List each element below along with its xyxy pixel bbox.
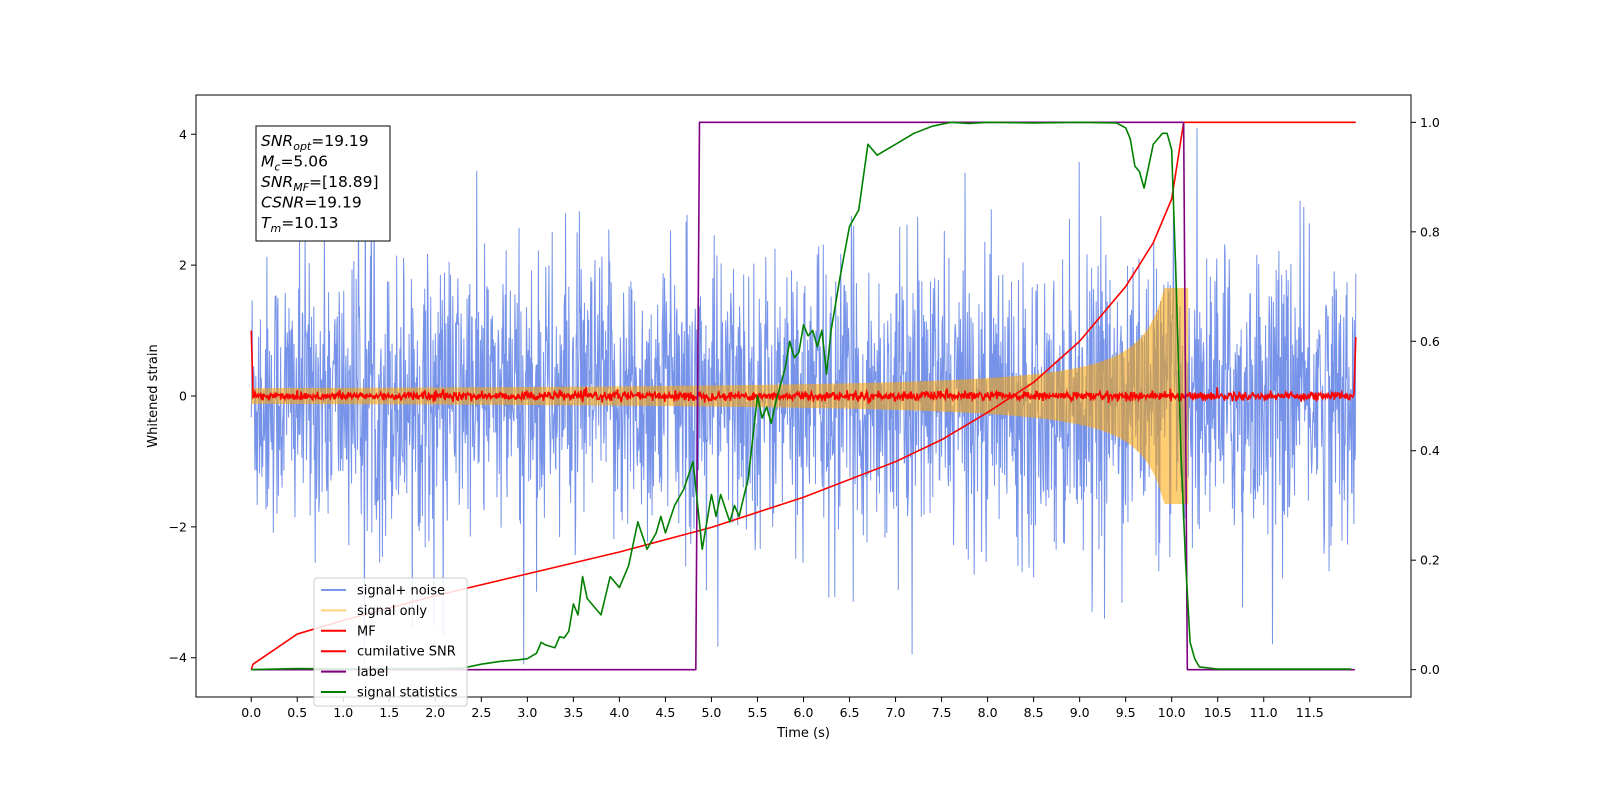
y-right-tick-label: 0.0: [1420, 662, 1440, 677]
x-tick-label: 8.5: [1024, 705, 1044, 720]
x-axis: 0.0 0.5 1.0 1.5 2.0 2.5 3.0 3.5 4.0 4.5 5.0 5.5 6.0 6…: [241, 697, 1324, 720]
info-box-frame: [255, 125, 391, 242]
x-tick-label: 0.0: [241, 705, 261, 720]
x-tick-label: 2.0: [425, 705, 445, 720]
x-tick-label: 5.5: [748, 705, 768, 720]
x-tick-label: 8.0: [978, 705, 998, 720]
legend-label: cumilative SNR: [357, 645, 456, 660]
x-tick-label: 2.5: [471, 705, 491, 720]
series-mf: [250, 330, 1357, 404]
x-tick-label: 3.0: [517, 705, 537, 720]
series-label: [251, 121, 1355, 671]
y-left-tick-label: 0: [179, 389, 187, 404]
info-line: Tm=10.13: [261, 214, 339, 235]
x-tick-label: 10.0: [1158, 705, 1186, 720]
x-tick-label: 0.5: [287, 705, 307, 720]
x-tick-label: 3.5: [563, 705, 583, 720]
y-axis-left: 4 2 0 −2 −4: [169, 127, 196, 665]
x-tick-label: 7.0: [886, 705, 906, 720]
legend: signal+ noise signal only MF cumilative SNR…: [313, 577, 468, 707]
y-left-tick-label: 4: [179, 127, 187, 142]
x-axis-label: Time (s): [776, 726, 830, 741]
legend-frame: [313, 577, 468, 707]
x-tick-label: 6.0: [794, 705, 814, 720]
legend-label: MF: [357, 624, 376, 639]
x-tick-label: 9.5: [1116, 705, 1136, 720]
info-box: SNRopt=19.19Mc=5.06SNRMF=[18.89]CSNR=19.…: [255, 125, 391, 242]
info-line: SNRMF=[18.89]: [261, 173, 379, 194]
x-tick-label: 6.5: [840, 705, 860, 720]
x-tick-label: 5.0: [702, 705, 722, 720]
x-tick-label: 9.0: [1070, 705, 1090, 720]
y-right-tick-label: 0.4: [1420, 443, 1440, 458]
x-tick-label: 1.5: [379, 705, 399, 720]
x-tick-label: 4.0: [609, 705, 629, 720]
legend-label: label: [357, 665, 388, 680]
x-tick-label: 10.5: [1204, 705, 1232, 720]
x-tick-label: 11.0: [1250, 705, 1278, 720]
x-tick-label: 1.0: [333, 705, 353, 720]
legend-label: signal only: [357, 604, 427, 619]
x-tick-label: 11.5: [1296, 705, 1324, 720]
y-axis-label: Whitened strain: [146, 344, 161, 447]
y-left-tick-label: 2: [179, 258, 187, 273]
y-axis-right: 1.0 0.8 0.6 0.4 0.2 0.0: [1411, 115, 1440, 677]
y-right-tick-label: 1.0: [1420, 115, 1440, 130]
info-line: SNRopt=19.19: [261, 132, 369, 153]
y-left-tick-label: −2: [169, 519, 187, 534]
y-right-tick-label: 0.8: [1420, 224, 1440, 239]
y-right-tick-label: 0.6: [1420, 334, 1440, 349]
info-line: Mc=5.06: [261, 153, 328, 174]
x-tick-label: 7.5: [932, 705, 952, 720]
legend-label: signal statistics: [357, 686, 458, 701]
y-left-tick-label: −4: [169, 650, 187, 665]
y-right-tick-label: 0.2: [1420, 553, 1440, 568]
legend-label: signal+ noise: [357, 584, 445, 599]
series-signal-statistics: [251, 121, 1352, 671]
info-line: CSNR=19.19: [261, 194, 362, 212]
x-tick-label: 4.5: [655, 705, 675, 720]
